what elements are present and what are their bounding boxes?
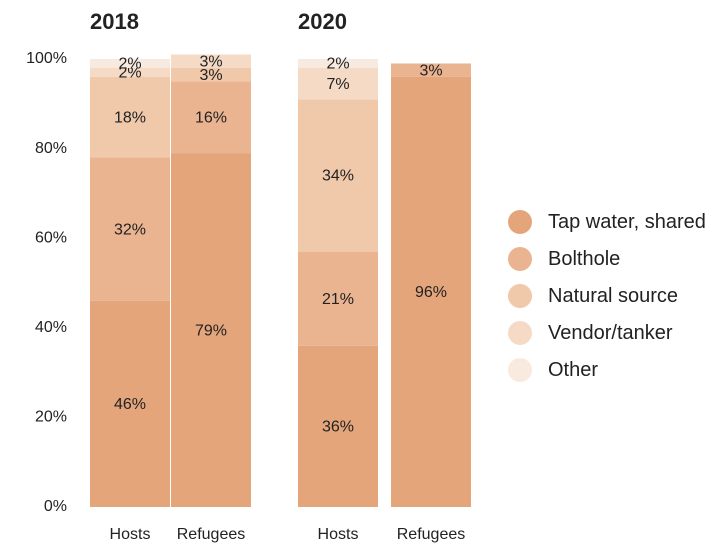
bar-segment [298,59,378,68]
bar-segment [391,76,471,508]
data-label: 34% [322,168,354,185]
legend-swatch [508,247,532,271]
legend-label: Natural source [548,285,679,307]
legend-label: Bolthole [548,248,621,270]
data-label: 18% [114,109,146,126]
legend-swatch [508,210,532,234]
bar-segment [171,54,251,68]
group-title: 2020 [298,9,347,34]
data-label: 3% [199,53,222,70]
bar-segment [171,81,251,154]
y-tick-label: 20% [35,409,67,426]
data-label: 21% [322,291,354,308]
bar-segment [298,99,378,252]
data-label: 46% [114,396,146,413]
legend-swatch [508,284,532,308]
legend-swatch [508,358,532,382]
y-tick-label: 80% [35,140,67,157]
x-tick-label: Refugees [397,526,466,543]
bar-segment [90,157,170,301]
data-label: 2% [118,56,141,73]
bar-segment [90,59,170,68]
data-label: 16% [195,109,227,126]
data-label: 36% [322,419,354,436]
bar-segment [171,153,251,507]
y-tick-label: 0% [44,498,67,515]
data-label: 79% [195,322,227,339]
bar-segment [298,67,378,100]
bar-segment [171,67,251,82]
legend-label: Vendor/tanker [548,322,673,344]
group-title: 2018 [90,9,139,34]
legend-item: Bolthole [508,247,723,272]
legend-item: Vendor/tanker [508,321,723,346]
y-tick-label: 40% [35,319,67,336]
data-label: 7% [326,76,349,93]
data-label: 3% [199,67,222,84]
data-label: 3% [419,62,442,79]
x-tick-label: Hosts [318,526,359,543]
bar-segment [90,300,170,507]
data-label: 2% [326,56,349,73]
x-tick-label: Refugees [177,526,246,543]
bar-segment [90,76,170,158]
y-tick-label: 100% [26,50,67,67]
bar-segment [391,63,471,77]
y-tick-label: 60% [35,229,67,246]
legend-item: Natural source [508,284,723,309]
legend: Tap water, shared Bolthole Natural source V… [508,210,723,395]
data-label: 96% [415,284,447,301]
legend-item: Other [508,358,723,383]
x-tick-label: Hosts [110,526,151,543]
legend-label: Tap water, shared [548,211,706,233]
bar-segment [298,251,378,346]
legend-label: Other [548,359,599,381]
data-label: 32% [114,221,146,238]
legend-item: Tap water, shared [508,210,723,235]
legend-swatch [508,321,532,345]
data-label: 2% [118,65,141,82]
bar-segment [90,67,170,77]
bar-segment [298,345,378,507]
